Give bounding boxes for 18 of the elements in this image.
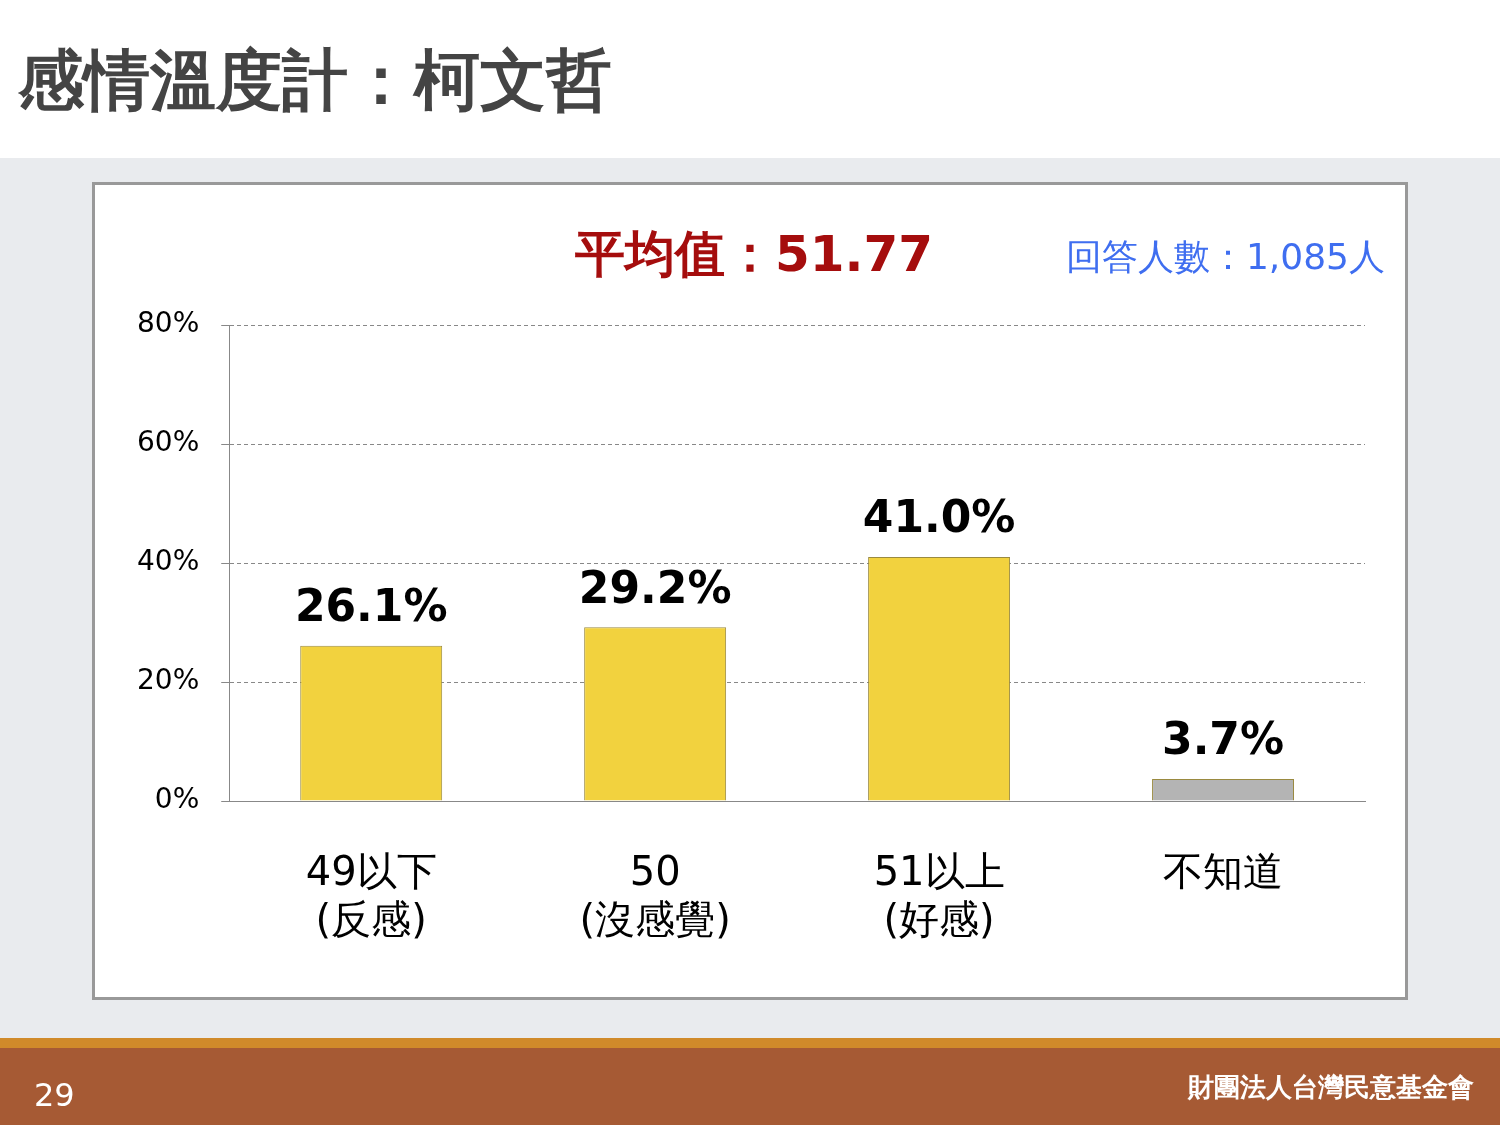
text: 平均值：51.77 <box>575 224 934 285</box>
y-tick-label: 0% <box>154 782 200 816</box>
data-label: 29.2% <box>578 561 732 613</box>
text: 29 <box>34 1076 75 1114</box>
y-tick-label: 20% <box>137 663 200 697</box>
x-tick-label: 50 (沒感覺) <box>579 848 731 943</box>
y-tick-label: 80% <box>137 306 200 340</box>
y-tick-label: 40% <box>137 544 200 578</box>
x-tick-label: 不知道 <box>1163 848 1284 895</box>
text: 財團法人台灣民意基金會 <box>1188 1071 1474 1104</box>
chart-title: 感情溫度計：柯文哲 <box>18 41 612 121</box>
data-label: 41.0% <box>862 491 1016 543</box>
data-label: 26.1% <box>294 580 448 632</box>
data-label: 3.7% <box>1162 713 1285 765</box>
y-tick-label: 60% <box>137 425 200 459</box>
x-tick-label: 51以上 (好感) <box>873 848 1005 943</box>
x-tick-label: 49以下 (反感) <box>305 848 437 943</box>
text: 回答人數：1,085人 <box>1065 235 1385 279</box>
